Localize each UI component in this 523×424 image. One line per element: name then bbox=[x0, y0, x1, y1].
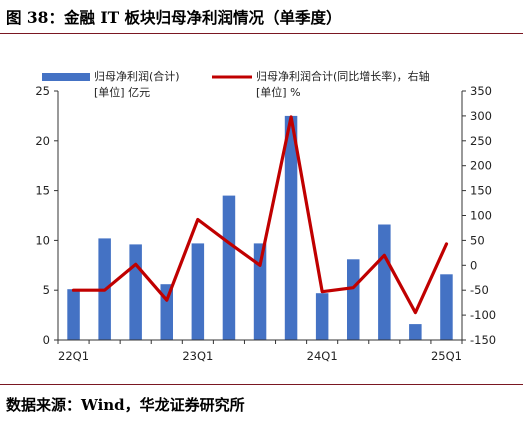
legend-line-label: 归母净利润合计(同比增长率)，右轴 bbox=[256, 69, 430, 83]
left-tick-label: 0 bbox=[43, 333, 50, 347]
right-tick-label: -50 bbox=[470, 283, 489, 297]
left-tick-label: 20 bbox=[35, 134, 50, 148]
bar bbox=[440, 274, 453, 340]
growth-point bbox=[445, 243, 448, 245]
right-tick-label: 0 bbox=[470, 258, 477, 272]
growth-point bbox=[321, 291, 323, 293]
left-tick-label: 5 bbox=[43, 283, 50, 297]
bar bbox=[67, 289, 80, 340]
left-tick-label: 15 bbox=[35, 184, 50, 198]
bar bbox=[315, 293, 329, 340]
growth-point bbox=[197, 218, 199, 221]
legend-bar-label: 归母净利润(合计) bbox=[94, 69, 180, 83]
bar bbox=[409, 324, 422, 340]
growth-point bbox=[104, 289, 106, 291]
growth-point bbox=[352, 287, 354, 289]
bar bbox=[347, 259, 360, 340]
legend: 归母净利润(合计) 归母净利润合计(同比增长率)，右轴 [单位] 亿元 [单位]… bbox=[42, 69, 430, 99]
growth-point bbox=[414, 312, 416, 314]
right-tick-label: 250 bbox=[470, 134, 492, 148]
line-series bbox=[71, 115, 449, 315]
left-tick-label: 10 bbox=[35, 233, 50, 247]
right-tick-label: 150 bbox=[470, 184, 492, 198]
left-axis-unit: [单位] 亿元 bbox=[94, 85, 150, 99]
bar bbox=[191, 243, 205, 340]
right-tick-label: -100 bbox=[470, 308, 496, 322]
x-tick-label: 22Q1 bbox=[58, 349, 89, 363]
figure-source: 数据来源：Wind，华龙证券研究所 bbox=[6, 396, 245, 414]
growth-point bbox=[135, 263, 137, 265]
left-tick-label: 25 bbox=[35, 84, 50, 98]
growth-point bbox=[166, 299, 168, 301]
bar bbox=[129, 244, 142, 340]
right-tick-label: 100 bbox=[470, 209, 492, 223]
bar bbox=[378, 224, 391, 340]
x-tick-label: 24Q1 bbox=[307, 349, 338, 363]
right-tick-label: 300 bbox=[470, 109, 492, 123]
growth-point bbox=[259, 264, 261, 266]
chart: 归母净利润(合计) 归母净利润合计(同比增长率)，右轴 [单位] 亿元 [单位]… bbox=[35, 69, 496, 363]
source-rule bbox=[0, 384, 523, 385]
bar-series bbox=[67, 115, 453, 341]
figure-title: 图 38：金融 IT 板块归母净利润情况（单季度） bbox=[6, 8, 342, 27]
x-tick-label: 23Q1 bbox=[182, 349, 213, 363]
x-tick-label: 25Q1 bbox=[431, 349, 462, 363]
legend-bar-swatch bbox=[42, 73, 90, 81]
right-tick-label: -150 bbox=[470, 333, 496, 347]
right-tick-label: 350 bbox=[470, 84, 492, 98]
bar bbox=[253, 243, 267, 340]
right-tick-label: 200 bbox=[470, 159, 492, 173]
title-rule bbox=[0, 33, 523, 34]
right-tick-label: 50 bbox=[470, 233, 485, 247]
bar bbox=[284, 115, 298, 341]
right-axis-unit: [单位] % bbox=[256, 85, 301, 99]
growth-point bbox=[290, 116, 292, 118]
axes: 0 5 10 15 20 25 -150 -100 -50 0 50 100 150 200 250 300 3… bbox=[35, 84, 496, 363]
growth-point bbox=[228, 242, 230, 244]
bar bbox=[222, 195, 236, 340]
growth-point bbox=[72, 289, 75, 291]
growth-point bbox=[383, 254, 385, 256]
